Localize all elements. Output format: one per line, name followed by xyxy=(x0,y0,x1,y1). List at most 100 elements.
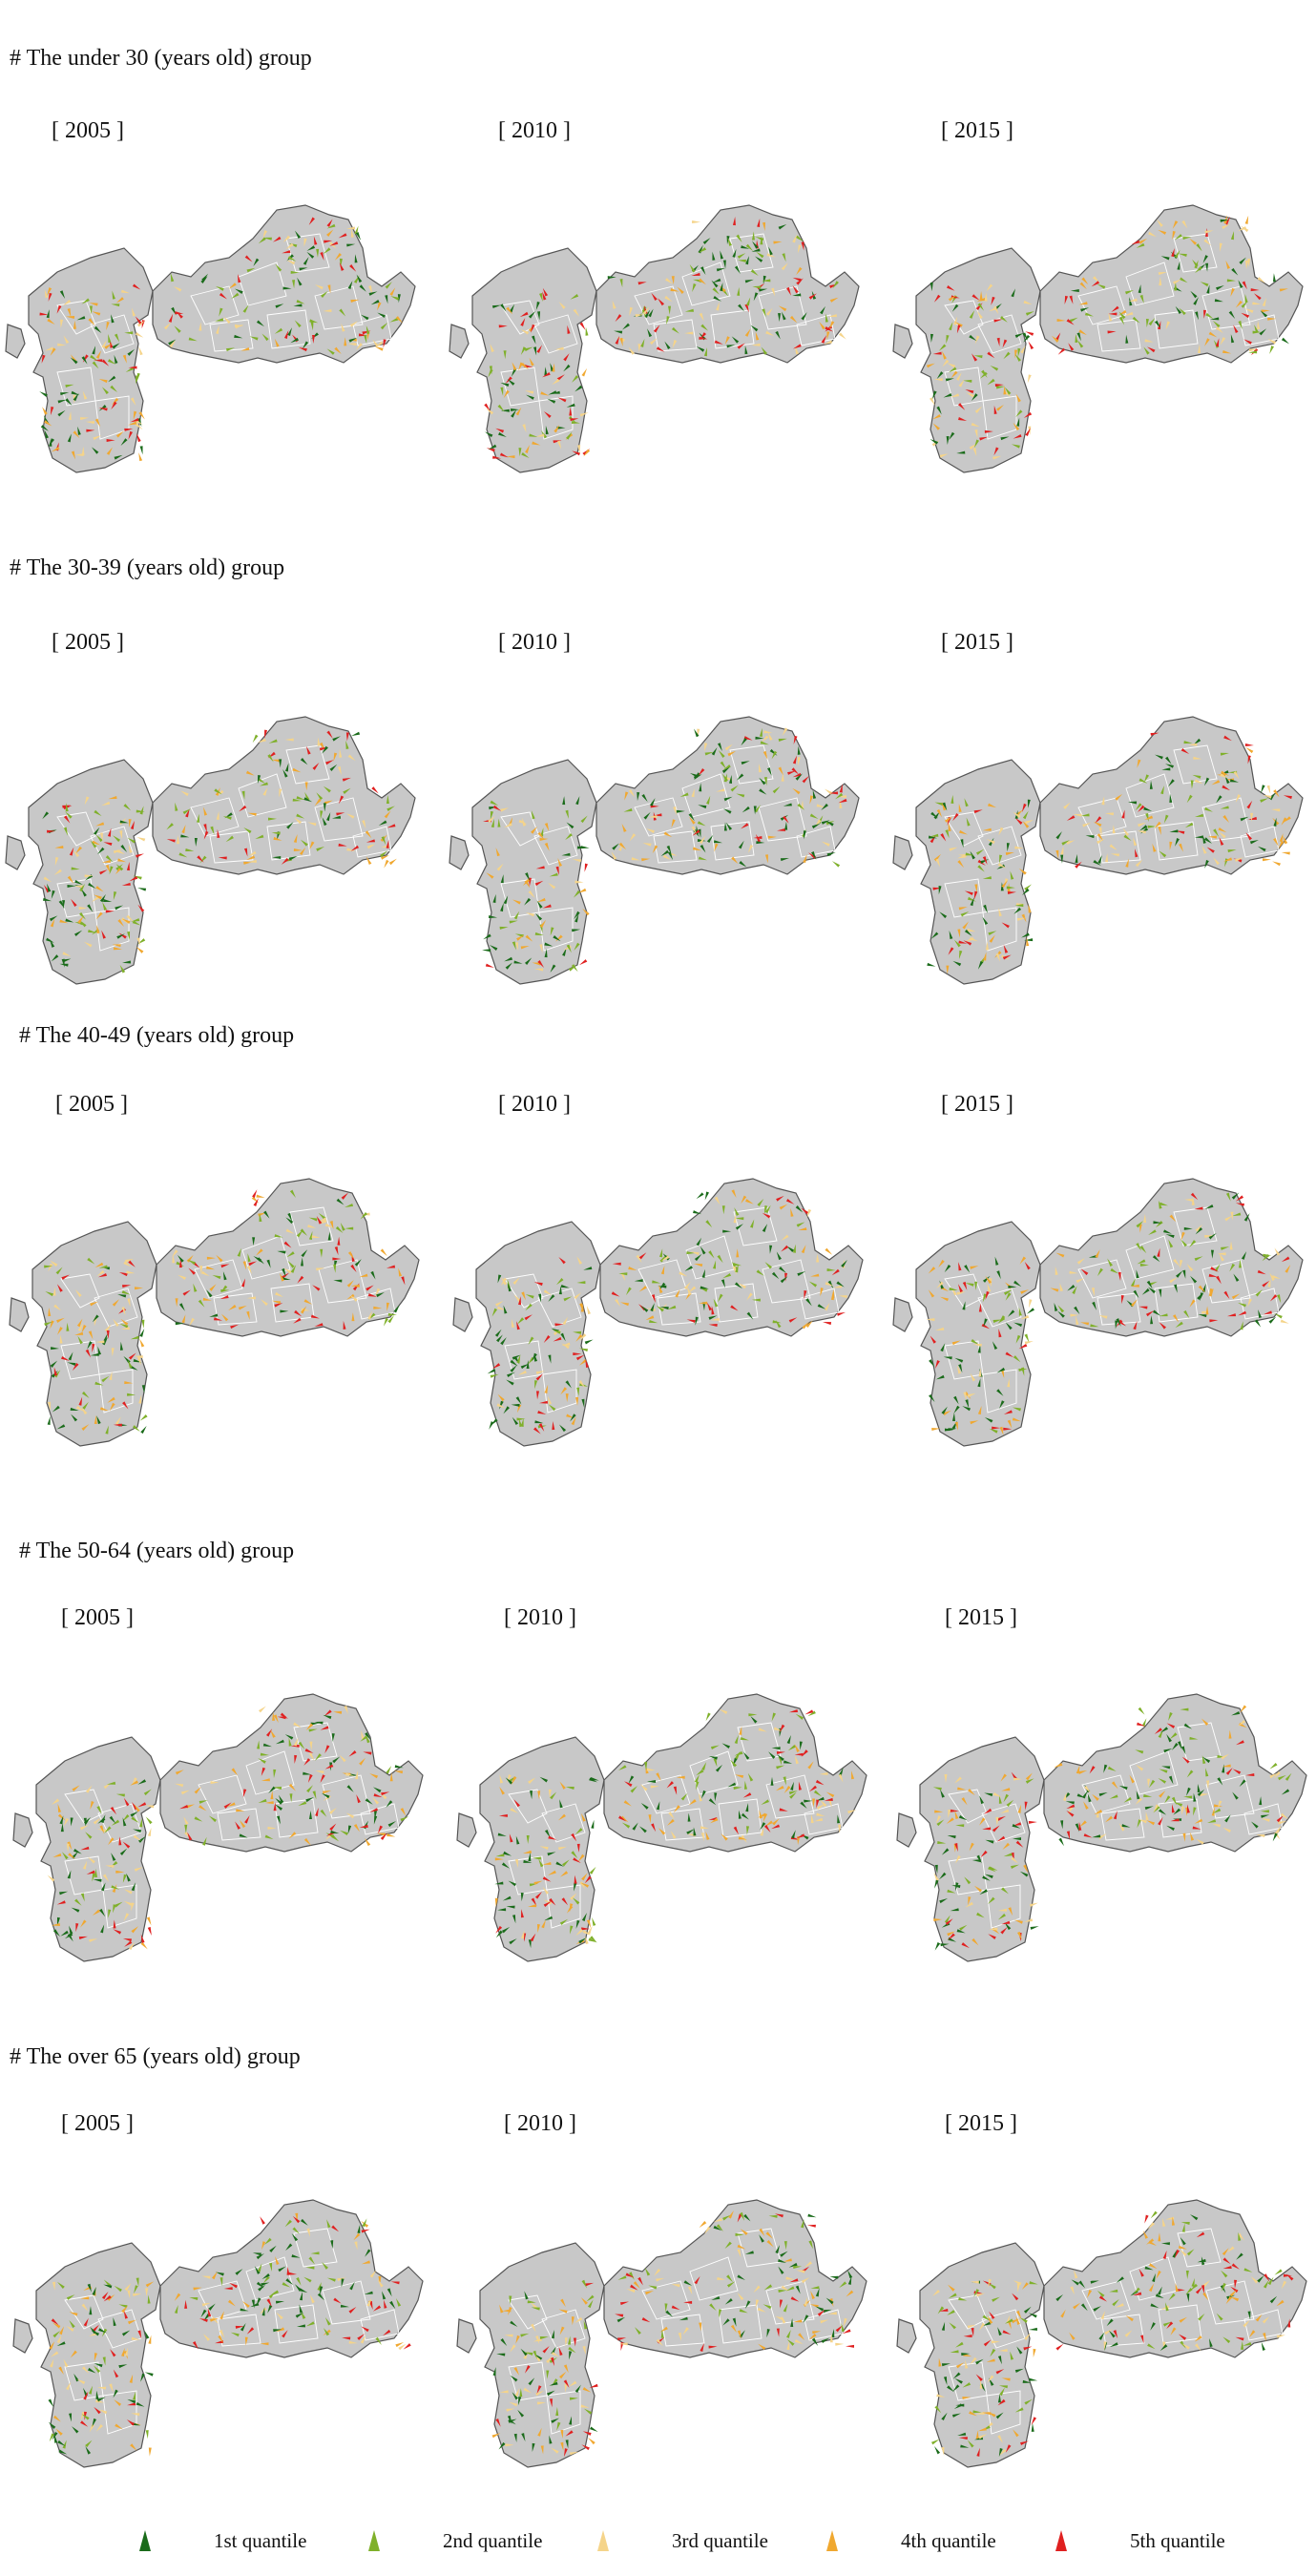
flow-marker xyxy=(1269,1762,1278,1770)
flow-marker xyxy=(298,346,307,352)
flow-marker xyxy=(1067,1285,1076,1291)
flow-marker xyxy=(958,1262,962,1271)
flow-marker xyxy=(615,1298,621,1308)
flow-marker xyxy=(496,2353,506,2356)
district-boundary xyxy=(94,1288,138,1328)
flow-marker xyxy=(737,2274,745,2281)
flow-marker xyxy=(113,835,121,843)
flow-marker xyxy=(1182,1269,1186,1279)
flow-marker xyxy=(378,820,387,827)
flow-marker xyxy=(87,1856,95,1864)
flow-marker xyxy=(668,1812,675,1820)
flow-marker xyxy=(508,2307,512,2315)
flow-marker xyxy=(778,305,787,312)
flow-marker xyxy=(821,803,828,811)
flow-marker xyxy=(815,1779,825,1786)
flow-marker xyxy=(1269,346,1274,355)
flow-marker xyxy=(1194,260,1199,269)
flow-marker xyxy=(114,354,118,364)
flow-marker xyxy=(713,2217,722,2222)
flow-marker xyxy=(1235,1195,1244,1202)
flow-marker xyxy=(764,1820,773,1827)
flow-marker xyxy=(584,1339,594,1345)
district-area xyxy=(28,759,154,985)
flow-marker xyxy=(984,292,988,302)
flow-marker xyxy=(284,2219,292,2228)
flow-marker xyxy=(349,1295,358,1302)
flow-marker xyxy=(824,788,833,795)
flow-marker xyxy=(345,732,349,742)
flow-marker xyxy=(755,2299,760,2309)
district-area xyxy=(456,2318,477,2354)
flow-marker xyxy=(1257,846,1266,852)
flow-marker xyxy=(1163,1229,1172,1234)
flow-marker xyxy=(308,217,315,225)
flow-marker xyxy=(735,1217,744,1221)
flow-marker xyxy=(1193,1807,1197,1816)
flow-marker xyxy=(1228,1729,1232,1739)
flow-marker xyxy=(222,816,232,820)
flow-marker xyxy=(978,1303,982,1312)
flow-marker xyxy=(557,858,563,867)
flow-marker xyxy=(67,1362,76,1367)
flow-marker xyxy=(968,1789,975,1796)
flow-marker xyxy=(795,2285,801,2294)
flow-marker xyxy=(126,1873,131,1882)
flow-marker xyxy=(950,794,954,804)
flow-marker xyxy=(128,2319,136,2325)
flow-marker xyxy=(731,336,740,344)
flow-marker xyxy=(1174,1284,1178,1293)
flow-marker xyxy=(571,1833,577,1842)
flow-marker xyxy=(742,1792,752,1798)
flow-marker xyxy=(755,236,764,241)
flow-marker xyxy=(169,340,177,348)
flow-marker xyxy=(710,1745,720,1749)
flow-marker xyxy=(1226,1313,1237,1317)
flow-marker xyxy=(121,2330,131,2336)
flow-marker xyxy=(263,1210,270,1219)
flow-marker xyxy=(121,918,131,924)
flow-marker xyxy=(660,1266,665,1275)
flow-marker xyxy=(1165,1234,1175,1239)
district-area xyxy=(1039,1178,1304,1337)
flow-marker xyxy=(957,2432,967,2437)
flow-marker xyxy=(1223,1290,1230,1300)
flow-marker xyxy=(566,944,572,953)
flow-marker xyxy=(549,2398,553,2408)
flow-marker xyxy=(1162,2321,1172,2327)
flow-marker xyxy=(687,1812,691,1822)
flow-marker xyxy=(87,904,94,912)
flow-marker xyxy=(736,773,744,781)
flow-marker xyxy=(88,929,97,933)
flow-marker xyxy=(365,1798,373,1805)
flow-marker xyxy=(178,1259,182,1268)
flow-marker xyxy=(1159,1288,1162,1298)
flow-marker xyxy=(262,786,268,796)
flow-marker xyxy=(389,287,396,296)
flow-marker xyxy=(73,930,83,937)
flow-marker xyxy=(1078,1770,1088,1774)
flow-marker xyxy=(105,855,114,863)
flow-marker xyxy=(113,2389,118,2398)
flow-marker xyxy=(994,384,1004,387)
flow-marker xyxy=(656,346,665,352)
flow-marker xyxy=(349,321,358,327)
flow-marker xyxy=(113,1423,122,1427)
flow-marker xyxy=(562,947,567,956)
flow-marker xyxy=(329,764,338,771)
flow-marker xyxy=(380,322,388,330)
flow-marker xyxy=(519,311,529,318)
flow-marker xyxy=(1028,2313,1037,2318)
flow-marker xyxy=(346,1293,355,1300)
district-area xyxy=(1039,716,1304,875)
flow-marker xyxy=(965,936,974,942)
flow-marker xyxy=(367,1293,377,1297)
district-area xyxy=(1043,1693,1307,1853)
flow-marker xyxy=(105,864,111,873)
flow-marker xyxy=(73,320,76,329)
flow-marker xyxy=(125,1258,135,1263)
flow-marker xyxy=(542,1886,550,1895)
flow-marker xyxy=(369,2270,377,2278)
flow-marker xyxy=(1006,886,1015,890)
flow-marker xyxy=(85,2446,92,2455)
